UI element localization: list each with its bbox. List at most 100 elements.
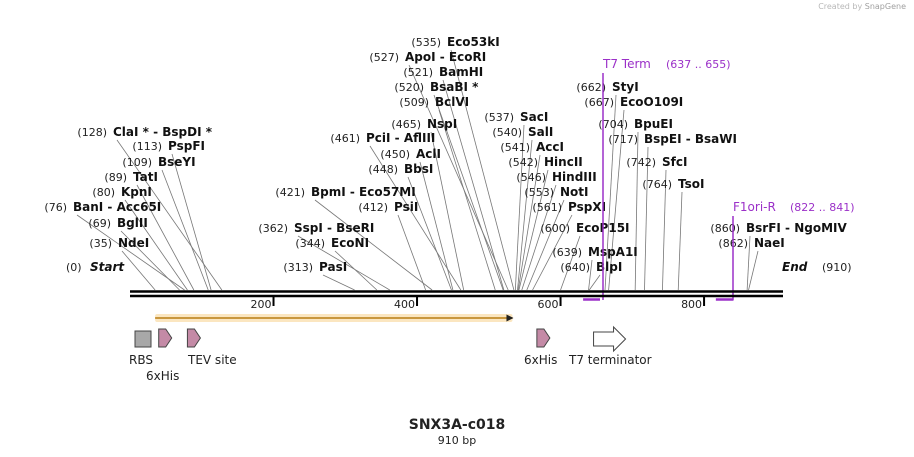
enzyme-labels: (35) NdeI (69) BglII (76) BanI - Acc65I(80) Kp… [44, 35, 847, 274]
enzyme-site-bspei[interactable]: (717) BspEI - BsaWI [608, 132, 737, 146]
enzyme-site-acli[interactable]: (450) AclI [380, 147, 441, 161]
enzyme-site-eco53ki[interactable]: (535) Eco53kI [411, 35, 499, 49]
enzyme-name: BlpI [596, 260, 622, 274]
leader-line-hindiii [521, 184, 557, 291]
enzyme-name: KpnI [121, 185, 152, 199]
sequence-name: SNX3A-c018 [408, 417, 506, 433]
leader-line-sali [517, 139, 533, 291]
enzyme-position: (717) [608, 133, 638, 146]
end-label: End [782, 260, 808, 274]
enzyme-site-bsabi[interactable]: (520) BsaBI * [394, 80, 479, 94]
enzyme-name: BbsI [404, 162, 433, 176]
enzyme-position: (640) [560, 261, 590, 274]
enzyme-site-tsoi[interactable]: (764) TsoI [642, 177, 704, 191]
credit-prefix: Created by [818, 2, 863, 11]
enzyme-site-naei[interactable]: (862)NaeI [718, 236, 784, 250]
enzyme-name: NaeI [754, 236, 785, 250]
primer-range: (637 .. 655) [666, 58, 731, 71]
leader-line-bbsi [407, 176, 452, 291]
enzyme-position: (742) [626, 156, 656, 169]
enzyme-name: HindIII [552, 170, 597, 184]
enzyme-site-saci[interactable]: (537) SacI [484, 110, 548, 124]
enzyme-site-apoi[interactable]: (527) ApoI - EcoRI [369, 50, 486, 64]
enzyme-site-bpuei[interactable]: (704) BpuEI [598, 117, 673, 131]
feature-tev[interactable]: TEV site [186, 328, 237, 367]
leader-line-clai [116, 139, 223, 291]
enzyme-name: Eco53kI [447, 35, 500, 49]
enzyme-site-sspi[interactable]: (362) SspI - BseRI [258, 221, 374, 235]
ruler-tick-label: 400 [394, 298, 415, 311]
enzyme-site-pcii[interactable]: (461) PciI - AflIII [330, 131, 435, 145]
enzyme-position: (639) [552, 246, 582, 259]
enzyme-name: SalI [528, 125, 553, 139]
enzyme-position: (35) [89, 237, 112, 250]
feature-label: RBS [129, 353, 153, 367]
end-position: (910) [822, 261, 852, 274]
enzyme-position: (764) [642, 178, 672, 191]
enzyme-site-pspxi[interactable]: (561) PspXI [532, 200, 606, 214]
feature-rbs[interactable]: RBS [129, 330, 153, 367]
enzyme-site-bglii[interactable]: (69) BglII [88, 216, 147, 230]
enzyme-position: (553) [524, 186, 554, 199]
enzyme-position: (113) [132, 140, 162, 153]
enzyme-site-bpmi[interactable]: (421) BpmI - Eco57MI [275, 185, 415, 199]
feature-label: 6xHis [146, 369, 179, 383]
enzyme-name: AclI [416, 147, 441, 161]
start-position: (0) [66, 261, 82, 274]
enzyme-site-hindiii[interactable]: (546) HindIII [516, 170, 596, 184]
enzyme-name: NdeI [118, 236, 149, 250]
primer-t7term[interactable]: T7 Term (637 .. 655) [583, 57, 731, 301]
primer-f1ori[interactable]: F1ori-R (822 .. 841) [715, 200, 855, 301]
enzyme-site-bseyi[interactable]: (109) BseYI [122, 155, 195, 169]
enzyme-position: (542) [508, 156, 538, 169]
enzyme-name: BclVI [435, 95, 469, 109]
leader-line-tsoi [677, 191, 683, 291]
enzyme-name: NotI [560, 185, 589, 199]
enzyme-site-bbsi[interactable]: (448) BbsI [368, 162, 433, 176]
leader-line-pspxi [532, 214, 573, 291]
feature-his1[interactable]: 6xHis [146, 328, 179, 383]
enzyme-site-pasi[interactable]: (313) PasI [283, 260, 347, 274]
leader-line-kpni [124, 199, 188, 291]
enzyme-site-ecop15i[interactable]: (600)EcoP15I [540, 221, 629, 235]
leader-line-bamhi [442, 79, 505, 291]
enzyme-site-styi[interactable]: (662) StyI [576, 80, 638, 94]
enzyme-site-tati[interactable]: (89) TatI [104, 170, 158, 184]
leader-line-sfci [662, 169, 667, 291]
feature-his2[interactable]: 6xHis [524, 328, 557, 367]
enzyme-name: MspA1I [588, 245, 638, 259]
enzyme-site-nspi[interactable]: (465) NspI [391, 117, 457, 131]
enzyme-site-kpni[interactable]: (80) KpnI [92, 185, 152, 199]
ruler: 200 400 600 800 [251, 297, 706, 311]
enzyme-site-sali[interactable]: (540) SalI [492, 125, 553, 139]
enzyme-name: ClaI * - BspDI * [113, 125, 213, 139]
enzyme-name: NspI [427, 117, 457, 131]
enzyme-site-ecoo109i[interactable]: (667) EcoO109I [584, 95, 683, 109]
enzyme-site-clai[interactable]: (128) ClaI * - BspDI * [77, 125, 212, 139]
enzyme-site-mspa1i[interactable]: (639) MspA1I [552, 245, 637, 259]
enzyme-site-acci[interactable]: (541) AccI [500, 140, 564, 154]
enzyme-site-bani[interactable]: (76) BanI - Acc65I [44, 200, 161, 214]
feature-orf[interactable] [155, 314, 514, 322]
enzyme-site-bclvi[interactable]: (509) BclVI [399, 95, 469, 109]
plasmid-map: (35) NdeI (69) BglII (76) BanI - Acc65I(80) Kp… [44, 35, 855, 383]
enzyme-site-pspfi[interactable]: (113) PspFI [132, 139, 205, 153]
enzyme-site-psii[interactable]: (412) PsiI [358, 200, 418, 214]
enzyme-site-sfci[interactable]: (742) SfcI [626, 155, 687, 169]
enzyme-site-ndei[interactable]: (35) NdeI [89, 236, 149, 250]
enzyme-position: (412) [358, 201, 388, 214]
enzyme-site-hincii[interactable]: (542) HincII [508, 155, 582, 169]
feature-t7t[interactable]: T7 terminator [568, 325, 652, 367]
enzyme-name: PsiI [394, 200, 418, 214]
leader-line-bclvi [438, 109, 496, 291]
enzyme-site-econi[interactable]: (344) EcoNI [295, 236, 369, 250]
enzyme-position: (600) [540, 222, 570, 235]
enzyme-site-bsrfi[interactable]: (860) BsrFI - NgoMIV [710, 221, 847, 235]
enzyme-position: (128) [77, 126, 107, 139]
leader-line-pspfi [171, 153, 212, 291]
enzyme-name: BseYI [158, 155, 196, 169]
enzyme-name: BglII [117, 216, 148, 230]
enzyme-site-noti[interactable]: (553) NotI [524, 185, 588, 199]
enzyme-site-bamhi[interactable]: (521) BamHI [403, 65, 483, 79]
enzyme-position: (80) [92, 186, 115, 199]
